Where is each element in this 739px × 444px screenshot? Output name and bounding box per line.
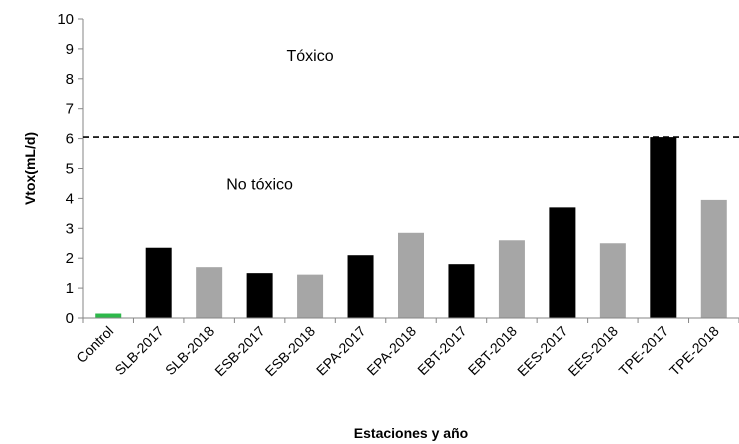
bar-esb-2018	[297, 274, 324, 318]
bar-epa-2017	[347, 255, 374, 318]
x-tick-label: ESB-2018	[262, 323, 319, 380]
x-tick-label: SLB-2018	[162, 323, 217, 378]
bar-control	[95, 313, 122, 318]
y-tick-label: 4	[66, 190, 74, 207]
bar-ees-2018	[599, 243, 626, 318]
y-tick-label: 7	[66, 101, 74, 118]
bar-tpe-2017	[650, 137, 677, 318]
x-tick-label: EPA-2018	[363, 323, 419, 379]
non-toxic-zone-label: No tóxico	[226, 176, 293, 193]
x-tick-label: EBT-2018	[465, 323, 520, 378]
x-tick-label: Control	[73, 323, 116, 366]
y-axis: 0 1 2 3 4 5 6 7 8 9 10	[57, 11, 84, 327]
bar-ebt-2017	[448, 264, 475, 318]
bars	[95, 137, 727, 318]
x-tick-label: TPE-2018	[666, 323, 722, 379]
x-tick-label: ESB-2017	[211, 323, 268, 380]
x-tick-label: SLB-2017	[111, 323, 166, 378]
y-axis-title: Vtox(mL/d)	[22, 132, 38, 205]
x-axis: ControlSLB-2017SLB-2018ESB-2017ESB-2018E…	[73, 317, 739, 380]
x-tick-label: EPA-2017	[313, 323, 369, 379]
y-tick-label: 8	[66, 71, 74, 88]
annotations: Tóxico No tóxico	[226, 48, 333, 194]
x-axis-title: Estaciones y año	[354, 425, 468, 441]
bar-slb-2017	[145, 247, 172, 318]
bar-slb-2018	[196, 267, 223, 318]
y-tick-label: 0	[66, 310, 74, 327]
x-tick-label: TPE-2017	[616, 323, 672, 379]
x-tick-label: EES-2018	[565, 323, 622, 380]
bar-esb-2017	[246, 273, 273, 318]
bar-epa-2018	[398, 232, 424, 318]
y-tick-label: 2	[66, 250, 74, 267]
y-tick-label: 6	[66, 131, 74, 148]
x-tick-label: EBT-2017	[414, 323, 469, 378]
y-tick-label: 1	[66, 280, 74, 297]
bar-ebt-2018	[498, 240, 525, 318]
y-tick-label: 5	[66, 161, 74, 178]
toxic-zone-label: Tóxico	[287, 48, 334, 65]
y-tick-label: 9	[66, 41, 74, 58]
y-tick-label: 10	[57, 11, 74, 28]
bar-tpe-2018	[700, 199, 727, 318]
bar-ees-2017	[549, 207, 576, 318]
y-tick-label: 3	[66, 220, 74, 237]
x-tick-label: EES-2017	[514, 323, 571, 380]
